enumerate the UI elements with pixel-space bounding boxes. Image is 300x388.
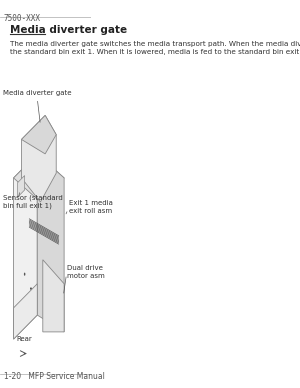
Text: Exit 1 media
exit roll asm: Exit 1 media exit roll asm <box>69 200 113 213</box>
Text: Media diverter gate: Media diverter gate <box>11 25 128 35</box>
Polygon shape <box>22 115 56 154</box>
Text: Media diverter gate: Media diverter gate <box>3 90 71 96</box>
Polygon shape <box>14 154 64 202</box>
Polygon shape <box>43 260 64 332</box>
Text: 1-20   MFP Service Manual: 1-20 MFP Service Manual <box>4 372 104 381</box>
Polygon shape <box>14 154 37 339</box>
Polygon shape <box>37 154 64 332</box>
Text: 7500-XXX: 7500-XXX <box>4 14 41 23</box>
Text: Dual drive
motor asm: Dual drive motor asm <box>67 265 105 279</box>
Polygon shape <box>17 175 25 197</box>
Circle shape <box>24 273 25 275</box>
Text: Rear: Rear <box>17 336 32 342</box>
Text: Sensor (standard
bin full exit 1): Sensor (standard bin full exit 1) <box>3 195 63 209</box>
Polygon shape <box>14 284 37 339</box>
Polygon shape <box>22 115 56 202</box>
Text: The media diverter gate switches the media transport path. When the media divert: The media diverter gate switches the med… <box>11 41 300 55</box>
